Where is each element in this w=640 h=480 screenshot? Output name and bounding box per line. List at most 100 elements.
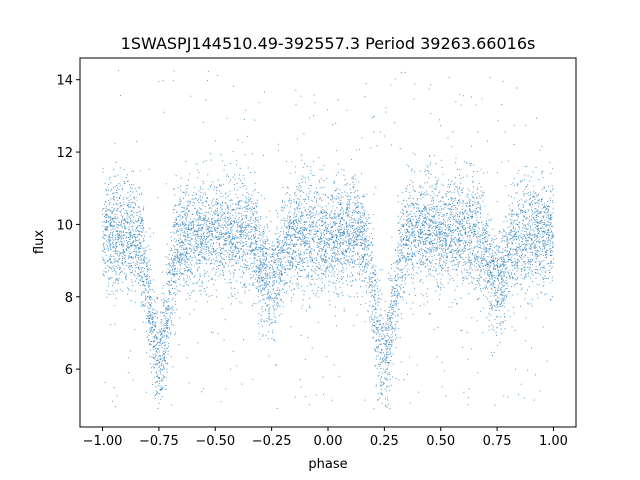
data-point (352, 236, 354, 238)
data-point (397, 285, 399, 287)
data-point (136, 260, 138, 262)
data-point (384, 398, 386, 400)
data-point (503, 236, 505, 238)
data-point (396, 274, 398, 276)
data-point (189, 276, 191, 278)
data-point (419, 240, 421, 242)
data-point (381, 327, 383, 329)
data-point (544, 205, 546, 207)
data-point (387, 329, 389, 331)
data-point (159, 360, 161, 362)
data-point (144, 253, 146, 255)
data-point (251, 252, 253, 254)
data-point (130, 272, 132, 274)
data-point (461, 249, 463, 251)
data-point (181, 224, 183, 226)
data-point (321, 238, 323, 240)
data-point (466, 162, 468, 164)
data-point (215, 221, 217, 223)
data-point (283, 284, 285, 286)
data-point (253, 284, 255, 286)
data-point (527, 234, 529, 236)
data-point (528, 286, 530, 288)
data-point (326, 265, 328, 267)
data-point (332, 247, 334, 249)
data-point (461, 272, 463, 274)
data-point (445, 241, 447, 243)
data-point (217, 254, 219, 256)
data-point (220, 248, 222, 250)
data-point (464, 215, 466, 217)
data-point (358, 274, 360, 276)
data-point (347, 214, 349, 216)
data-point (115, 279, 117, 281)
data-point (524, 188, 526, 190)
data-point (421, 193, 423, 195)
data-point (309, 297, 311, 299)
data-point (408, 204, 410, 206)
data-point (125, 248, 127, 250)
data-point (442, 184, 444, 186)
data-point (412, 231, 414, 233)
data-point (486, 267, 488, 269)
data-point (188, 259, 190, 261)
data-point (279, 252, 281, 254)
data-point (237, 260, 239, 262)
data-point (497, 316, 499, 318)
data-point (255, 249, 257, 251)
data-point (281, 247, 283, 249)
data-point (125, 277, 127, 279)
data-point (433, 209, 435, 211)
data-point (115, 278, 117, 280)
data-point (261, 294, 263, 296)
data-point (253, 282, 255, 284)
data-point (531, 215, 533, 217)
data-point (145, 299, 147, 301)
data-point (199, 259, 201, 261)
data-point (459, 231, 461, 233)
data-point (434, 216, 436, 218)
data-point (212, 235, 214, 237)
data-point (464, 227, 466, 229)
data-point (258, 221, 260, 223)
data-point (538, 212, 540, 214)
data-point (474, 202, 476, 204)
data-point (289, 244, 291, 246)
data-point (260, 292, 262, 294)
data-point (298, 211, 300, 213)
data-point (266, 265, 268, 267)
data-point (291, 297, 293, 299)
data-point (299, 258, 301, 260)
data-point (384, 300, 386, 302)
data-point (182, 231, 184, 233)
data-point (185, 227, 187, 229)
data-point (299, 254, 301, 256)
data-point (262, 279, 264, 281)
data-point (185, 192, 187, 194)
data-point (111, 188, 113, 190)
data-point (506, 220, 508, 222)
data-point (521, 287, 523, 289)
data-point (208, 227, 210, 229)
data-point (252, 276, 254, 278)
data-point (152, 365, 154, 367)
data-point (400, 248, 402, 250)
data-point (363, 240, 365, 242)
data-point (322, 259, 324, 261)
data-point (151, 322, 153, 324)
data-point (473, 225, 475, 227)
data-point (113, 262, 115, 264)
data-point (195, 218, 197, 220)
data-point (345, 240, 347, 242)
data-point (445, 238, 447, 240)
data-point (309, 221, 311, 223)
data-point (122, 230, 124, 232)
data-point (276, 267, 278, 269)
data-point (361, 205, 363, 207)
data-point (127, 241, 129, 243)
data-point (370, 147, 372, 149)
data-point (454, 243, 456, 245)
data-point (309, 243, 311, 245)
data-point (219, 237, 221, 239)
data-point (358, 235, 360, 237)
